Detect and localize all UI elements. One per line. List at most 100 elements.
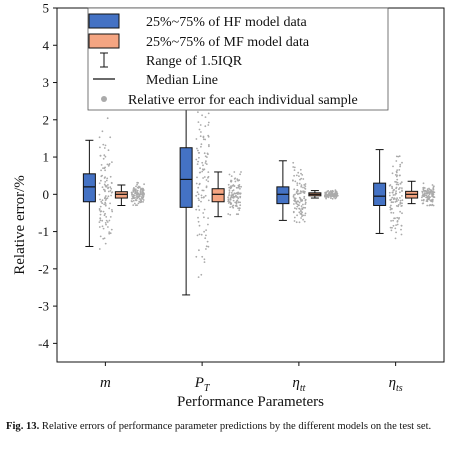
y-tick-label: 5 <box>43 1 50 16</box>
sample-point <box>396 216 399 219</box>
sample-point <box>293 188 296 191</box>
sample-point <box>292 194 295 197</box>
sample-point <box>108 232 111 235</box>
sample-point <box>110 191 113 194</box>
sample-point <box>206 156 208 159</box>
sample-point <box>199 171 202 174</box>
sample-point <box>229 198 232 201</box>
sample-point <box>235 200 238 202</box>
y-tick-label: 1 <box>43 150 50 165</box>
sample-point <box>395 183 398 186</box>
sample-point <box>203 168 206 171</box>
sample-point <box>390 201 393 204</box>
sample-point <box>391 172 394 175</box>
sample-point <box>398 188 400 191</box>
sample-point <box>397 204 400 206</box>
sample-point <box>204 237 207 240</box>
sample-point <box>197 216 199 219</box>
sample-point <box>205 160 207 163</box>
sample-point <box>107 226 109 228</box>
sample-point <box>228 191 231 194</box>
sample-point <box>207 134 210 137</box>
sample-point <box>98 208 101 210</box>
sample-point <box>98 226 101 228</box>
sample-point <box>195 255 198 258</box>
sample-point <box>199 124 202 126</box>
sample-point <box>109 232 112 235</box>
sample-point <box>197 149 199 152</box>
sample-point <box>331 197 334 200</box>
sample-point <box>200 194 203 197</box>
sample-point <box>199 135 202 138</box>
sample-point <box>296 214 298 217</box>
sample-point <box>299 168 302 171</box>
sample-point <box>108 219 111 222</box>
sample-point <box>234 180 237 183</box>
sample-point <box>198 249 200 252</box>
sample-point <box>137 202 140 205</box>
sample-point <box>400 233 403 236</box>
sample-point <box>109 136 112 139</box>
sample-point <box>197 193 200 196</box>
sample-point <box>203 208 206 211</box>
sample-point <box>431 192 433 194</box>
sample-point <box>401 204 403 207</box>
x-tick-label: ηts <box>389 375 403 394</box>
sample-point <box>110 228 113 231</box>
sample-point <box>334 190 337 192</box>
sample-point <box>388 194 391 197</box>
sample-point <box>333 193 336 196</box>
sample-point <box>136 204 139 207</box>
sample-point <box>99 146 101 149</box>
sample-point <box>326 195 329 198</box>
sample-point <box>431 204 433 207</box>
sample-point <box>107 149 110 152</box>
sample-point <box>204 125 207 128</box>
sample-point <box>99 210 102 213</box>
sample-point <box>203 152 206 155</box>
sample-point <box>433 191 436 194</box>
sample-point <box>304 183 307 185</box>
figure-caption: Fig. 13. Relative errors of performance … <box>6 420 446 434</box>
sample-point <box>298 211 301 214</box>
sample-point <box>203 216 205 219</box>
legend-label: 25%~75% of MF model data <box>146 35 310 50</box>
sample-point <box>394 201 397 203</box>
sample-point <box>103 167 106 170</box>
sample-point <box>391 226 393 229</box>
sample-point <box>201 161 204 164</box>
sample-point <box>104 155 107 158</box>
sample-point <box>141 188 144 191</box>
sample-point <box>392 224 395 227</box>
sample-point <box>295 221 298 224</box>
sample-point <box>397 205 399 208</box>
sample-point <box>304 212 307 215</box>
sample-point <box>198 152 201 154</box>
sample-point <box>396 178 399 181</box>
sample-point <box>143 192 145 195</box>
sample-point <box>101 202 104 205</box>
sample-point <box>201 168 204 171</box>
sample-point <box>104 222 107 224</box>
sample-point <box>392 219 394 222</box>
sample-point <box>401 190 403 193</box>
sample-point <box>390 204 392 207</box>
sample-point <box>426 188 429 191</box>
sample-point <box>388 191 391 194</box>
sample-point <box>239 204 242 207</box>
sample-point <box>391 185 393 188</box>
sample-point <box>401 195 403 197</box>
sample-point <box>198 156 200 159</box>
y-tick-label: -2 <box>38 261 49 276</box>
sample-point <box>296 200 299 203</box>
sample-point <box>140 201 142 204</box>
sample-point <box>304 199 307 202</box>
sample-point <box>294 197 297 200</box>
sample-point <box>389 208 392 211</box>
iqr-box <box>373 182 387 206</box>
sample-point <box>329 191 332 193</box>
sample-point <box>395 198 398 201</box>
sample-point <box>399 174 401 177</box>
sample-point <box>432 186 435 189</box>
sample-point <box>334 192 337 195</box>
